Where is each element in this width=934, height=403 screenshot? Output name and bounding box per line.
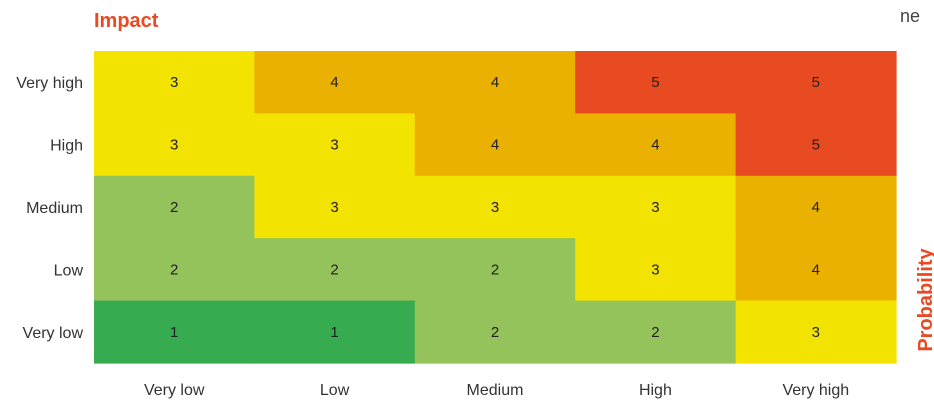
cell-value-label: 3: [651, 199, 659, 216]
heatmap-cell: [735, 175, 897, 239]
heatmap-cell: [254, 238, 416, 302]
x-tick-label: Low: [320, 382, 350, 399]
cell-value-label: 5: [651, 74, 659, 91]
heatmap-cell: [735, 300, 897, 364]
heatmap-cell: [735, 113, 897, 177]
cell-value-label: 4: [651, 137, 659, 154]
y-tick-label: Low: [54, 262, 84, 279]
cell-value-label: 3: [651, 261, 659, 278]
y-tick-label: Very low: [23, 325, 84, 342]
x-tick-label: Very low: [144, 382, 205, 399]
chart-title: Impact: [94, 10, 159, 32]
y-axis-title: Probability: [915, 247, 934, 351]
heatmap-cell: [414, 113, 576, 177]
y-tick-label: High: [50, 138, 83, 155]
x-tick-label: Medium: [467, 382, 524, 399]
corner-text: ne: [900, 6, 921, 26]
heatmap-cell: [575, 175, 737, 239]
cell-value-label: 3: [491, 199, 499, 216]
x-tick-label: High: [639, 382, 672, 399]
cell-value-label: 5: [812, 74, 820, 91]
heatmap-cell: [94, 51, 255, 114]
heatmap-cell: [575, 300, 737, 364]
cell-value-label: 2: [651, 324, 659, 341]
heatmap-cell: [575, 113, 737, 177]
cell-value-label: 4: [330, 74, 338, 91]
y-tick-label: Medium: [26, 200, 83, 217]
cell-value-label: 2: [330, 261, 338, 278]
heatmap-cell: [414, 175, 576, 239]
heatmap-cell: [94, 300, 255, 364]
cell-value-label: 2: [491, 324, 499, 341]
cell-value-label: 1: [330, 324, 338, 341]
cell-value-label: 5: [812, 137, 820, 154]
heatmap-cell: [254, 175, 416, 239]
heatmap-cell: [254, 51, 416, 114]
cell-value-label: 2: [491, 261, 499, 278]
heatmap-cell: [414, 238, 576, 302]
heatmap-cell: [735, 51, 897, 114]
heatmap-cell: [94, 175, 255, 239]
heatmap-cell: [575, 51, 737, 114]
y-tick-label: Very high: [16, 75, 83, 92]
cell-value-label: 3: [812, 324, 820, 341]
x-tick-label: Very high: [782, 382, 849, 399]
cell-value-label: 3: [330, 199, 338, 216]
cell-value-label: 2: [170, 199, 178, 216]
cell-value-label: 4: [812, 261, 820, 278]
cell-value-label: 4: [491, 137, 499, 154]
heatmap-cell: [94, 238, 255, 302]
cell-value-label: 4: [812, 199, 820, 216]
heatmap-cell: [94, 113, 255, 177]
heatmap-cell: [414, 51, 576, 114]
cell-value-label: 3: [170, 74, 178, 91]
cell-value-label: 4: [491, 74, 499, 91]
heatmap-cell: [735, 238, 897, 302]
heatmap-cell: [575, 238, 737, 302]
heatmap-cell: [254, 113, 416, 177]
cell-value-label: 3: [170, 137, 178, 154]
heatmap-cell: [414, 300, 576, 364]
cell-value-label: 1: [170, 324, 178, 341]
cell-value-label: 2: [170, 261, 178, 278]
heatmap-cell: [254, 300, 416, 364]
cell-value-label: 3: [330, 137, 338, 154]
